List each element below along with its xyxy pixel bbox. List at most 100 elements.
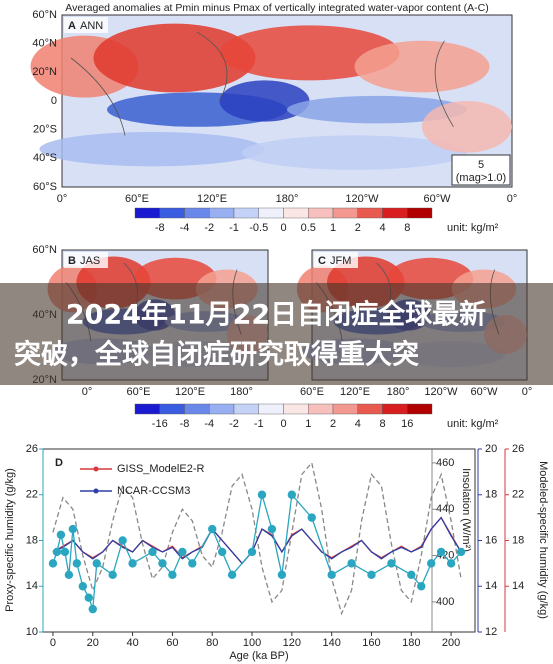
colorbar-cell (283, 207, 309, 219)
x-axis-label: Age (ka BP) (229, 650, 288, 662)
colorbar-cell (407, 403, 433, 415)
colorbar-cell (407, 207, 433, 219)
proxy-point (68, 524, 78, 534)
proxy-point (347, 559, 356, 568)
coastline (70, 31, 454, 136)
x-tick-label: 200 (442, 637, 460, 649)
colorbar-label: 1 (305, 418, 311, 430)
y-tick-label: 22 (26, 489, 38, 501)
legend-marker (93, 488, 99, 494)
x-tick-label: 80 (206, 637, 218, 649)
y-tick-label: 12 (485, 626, 497, 638)
proxy-point (427, 559, 436, 568)
anomaly-region (39, 131, 265, 167)
colorbar-label: -1 (229, 222, 239, 234)
lon-label: 120°E (340, 386, 370, 398)
anomaly-region (422, 101, 512, 153)
legend-label: NCAR-CCSM3 (117, 485, 190, 497)
y-tick-label: 22 (512, 489, 524, 501)
panel-label-box (64, 17, 108, 33)
y-axis-label: Insolation (W/m²) (460, 468, 472, 552)
anomaly-region (287, 95, 467, 124)
banner-background (0, 283, 553, 385)
legend-label: GISS_ModelE2-R (117, 463, 204, 475)
colorbar-cell (258, 207, 284, 219)
lon-label: 180° (387, 386, 410, 398)
colorbar-cell (357, 403, 383, 415)
lat-label: 60°S (33, 181, 57, 193)
lon-label: 120°E (197, 193, 227, 205)
lat-label: 60°N (32, 244, 57, 256)
colorbar-label: -16 (152, 418, 168, 430)
season-label: JFM (330, 255, 351, 267)
x-tick-label: 100 (243, 637, 261, 649)
proxy-point (446, 559, 456, 568)
proxy-point (327, 570, 336, 580)
proxy-point (456, 547, 466, 557)
x-tick-label: 160 (362, 637, 380, 649)
lon-label: 0° (82, 386, 93, 398)
panel-d: D 0 20 40 60 80 100 120 140 160 180 200 Age (ka BP) 1… (4, 443, 549, 662)
y-tick-label: 26 (512, 443, 524, 455)
proxy-point (208, 524, 217, 534)
proxy-line (52, 493, 462, 610)
proxy-point (64, 570, 74, 580)
proxy-point (158, 559, 167, 568)
panel-label: A (68, 20, 76, 32)
lon-label: 0° (57, 193, 68, 205)
panel-label-box (314, 252, 358, 268)
colorbar-cell (283, 403, 309, 415)
y-tick-label: 20 (485, 443, 497, 455)
lat-label: 20°N (32, 66, 57, 78)
colorbar-label: 0.5 (301, 222, 316, 234)
colorbar-label: -0.5 (249, 222, 268, 234)
colorbar-label: 4 (355, 418, 361, 430)
colorbar-label: -4 (204, 418, 214, 430)
proxy-point (60, 547, 70, 557)
colorbar-label: 16 (401, 418, 413, 430)
colorbar-label: -4 (180, 222, 190, 234)
colorbar-cell (159, 403, 185, 415)
proxy-point (257, 490, 267, 499)
proxy-point (227, 570, 237, 580)
x-tick-label: 20 (87, 637, 99, 649)
x-tick-label: 140 (322, 637, 340, 649)
proxy-point (178, 547, 187, 557)
proxy-point (417, 582, 426, 591)
proxy-point (92, 559, 101, 568)
y-tick-label: 18 (512, 534, 524, 546)
anomaly-region (93, 23, 256, 93)
colorbar-label: -8 (180, 418, 190, 430)
x-tick-label: 60 (166, 637, 178, 649)
colorbar-cell (209, 207, 235, 219)
proxy-point (217, 547, 227, 557)
lon-label: 0° (507, 193, 518, 205)
colorbar-cell (184, 207, 210, 219)
colorbar-label: 8 (404, 222, 410, 234)
colorbar-label: 0 (280, 418, 286, 430)
lon-label: 180° (230, 386, 253, 398)
colorbar-cell (308, 403, 334, 415)
proxy-point (287, 490, 297, 499)
lat-label: 40°S (33, 152, 57, 164)
colorbar-cell (382, 207, 408, 219)
season-label: JAS (80, 255, 100, 267)
proxy-point (88, 604, 97, 614)
colorbar-cell (233, 207, 259, 219)
colorbar-label: 4 (379, 222, 385, 234)
legend-marker (93, 466, 99, 472)
lat-label: 20°S (33, 124, 57, 136)
anomaly-region (242, 135, 467, 170)
vector-key-box (451, 154, 511, 186)
y-tick-label: 14 (26, 580, 38, 592)
proxy-point (307, 513, 316, 522)
proxy-point (247, 547, 257, 557)
proxy-point (48, 559, 58, 568)
insolation-line (52, 461, 462, 616)
x-tick-label: 0 (50, 637, 56, 649)
lat-label: 0 (51, 95, 57, 107)
proxy-point (84, 593, 93, 602)
banner-line: 突破，全球自闭症研究取得重大突 (14, 339, 419, 371)
proxy-point (128, 559, 137, 568)
colorbar-cell (209, 403, 235, 415)
